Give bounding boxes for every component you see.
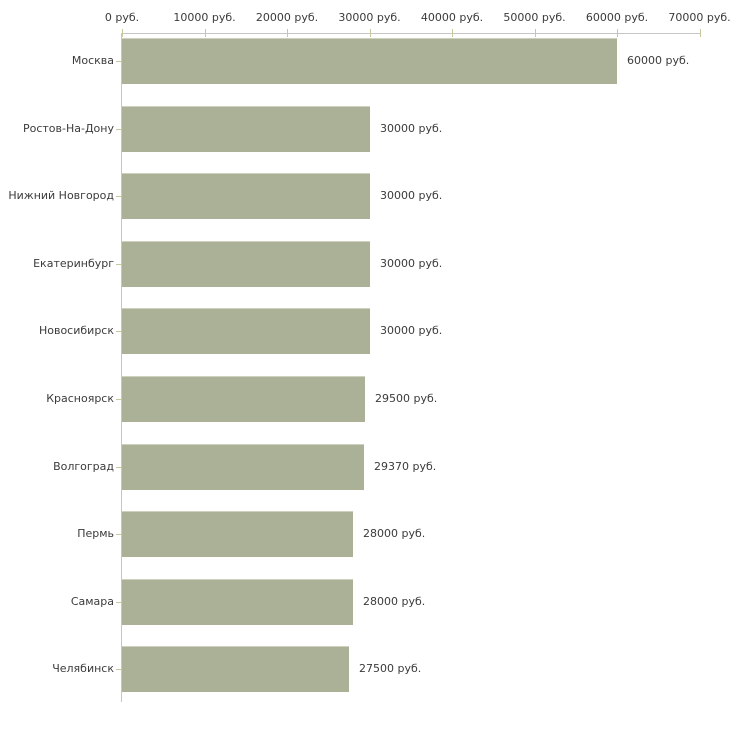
y-axis-tick	[116, 669, 122, 670]
y-axis-line	[121, 33, 122, 702]
category-label: Пермь	[77, 527, 114, 540]
y-axis-tick	[116, 399, 122, 400]
x-axis-tick	[617, 29, 618, 37]
bar	[122, 376, 365, 422]
x-axis-tick-label: 20000 руб.	[255, 11, 319, 24]
value-label: 29500 руб.	[375, 392, 438, 405]
value-label: 60000 руб.	[627, 54, 690, 67]
y-axis-tick	[116, 196, 122, 197]
y-axis-tick	[116, 467, 122, 468]
y-axis-tick	[116, 331, 122, 332]
x-axis-tick-label: 70000 руб.	[668, 11, 730, 24]
bar	[122, 443, 364, 490]
value-label: 30000 руб.	[380, 257, 443, 270]
x-axis-tick	[204, 29, 206, 37]
value-label: 28000 руб.	[363, 527, 426, 540]
x-axis-tick	[369, 29, 371, 37]
category-label: Волгоград	[53, 460, 114, 473]
category-label: Красноярск	[46, 392, 114, 405]
x-axis-tick-label: 60000 руб.	[585, 11, 649, 24]
value-label: 28000 руб.	[363, 595, 426, 608]
bar	[122, 173, 370, 220]
bar	[122, 511, 353, 558]
value-label: 29370 руб.	[374, 460, 437, 473]
x-axis-tick-label: 10000 руб.	[173, 11, 236, 24]
category-label: Ростов-На-Дону	[22, 122, 114, 135]
x-axis-tick-label: 0 руб.	[104, 11, 140, 24]
category-label: Челябинск	[52, 662, 114, 675]
value-label: 27500 руб.	[359, 662, 422, 675]
x-axis-tick	[452, 29, 453, 37]
category-label: Екатеринбург	[33, 257, 114, 270]
value-label: 30000 руб.	[380, 324, 443, 337]
x-axis-tick-label: 30000 руб.	[338, 11, 401, 24]
y-axis-tick	[116, 264, 122, 265]
bar	[122, 308, 370, 355]
y-axis-tick	[116, 61, 122, 62]
bar	[122, 240, 370, 287]
x-axis-tick	[287, 29, 288, 37]
y-axis-tick	[116, 602, 122, 603]
bar	[122, 578, 353, 625]
y-axis-tick	[116, 129, 122, 130]
x-axis-tick	[534, 29, 536, 37]
x-axis-line	[121, 33, 701, 34]
category-label: Самара	[70, 595, 114, 608]
bar	[122, 38, 617, 84]
bar	[122, 105, 370, 152]
value-label: 30000 руб.	[380, 122, 443, 135]
category-label: Новосибирск	[38, 324, 114, 337]
value-label: 30000 руб.	[380, 189, 443, 202]
x-axis-tick-label: 40000 руб.	[420, 11, 484, 24]
category-label: Москва	[71, 54, 114, 67]
x-axis-tick-label: 50000 руб.	[503, 11, 566, 24]
bar	[122, 646, 349, 693]
y-axis-tick	[116, 534, 122, 535]
x-axis-tick	[122, 29, 123, 37]
category-label: Нижний Новгород	[8, 189, 114, 202]
x-axis-tick	[699, 29, 701, 37]
